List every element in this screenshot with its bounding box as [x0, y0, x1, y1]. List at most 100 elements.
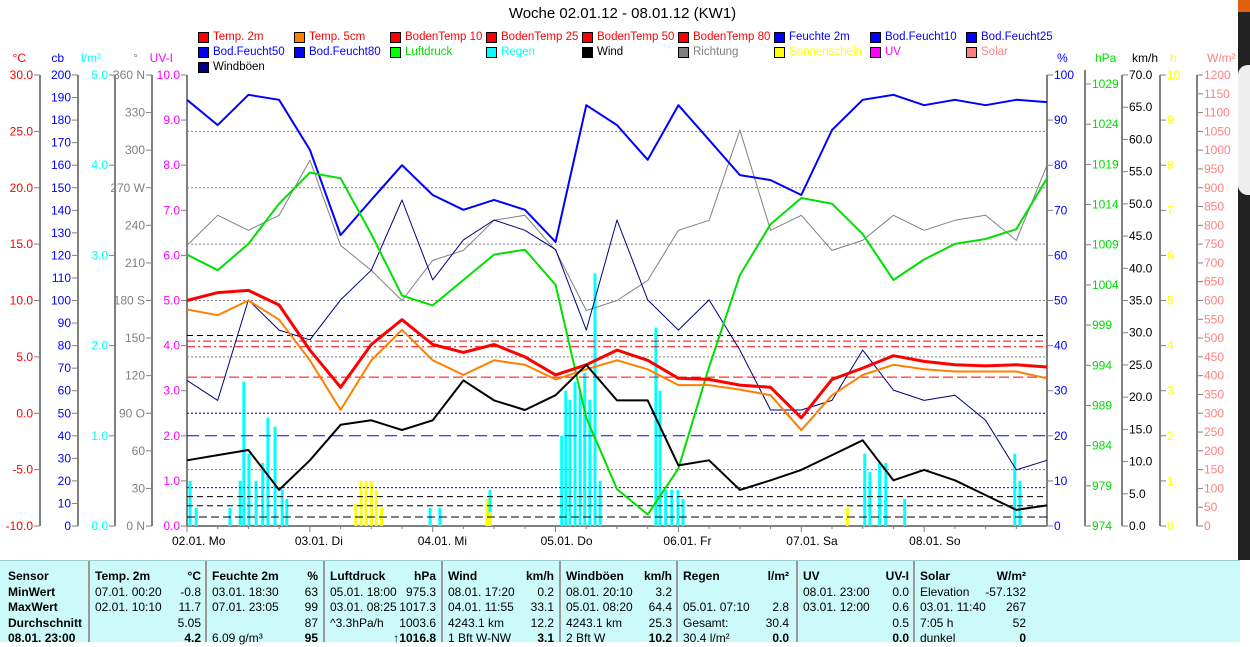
- table-cell: 0.0: [772, 631, 789, 647]
- axis-tick-label: 90 O: [119, 406, 145, 420]
- table-cell: 4243.1 km: [448, 616, 504, 632]
- table-cell: 1003.6: [399, 616, 436, 632]
- table-cell: 12.2: [531, 616, 554, 632]
- axis-tick-label: 350: [1204, 387, 1224, 401]
- table-row-label: 08.01. 23:00: [8, 631, 86, 647]
- table-cell: Elevation: [920, 585, 969, 601]
- table-cell: 04.01. 11:55: [448, 600, 514, 616]
- table-cell: 03.01. 18:30: [212, 585, 279, 601]
- bar-sonnenschein: [354, 503, 357, 526]
- table-cell: 1 Bft W-NW: [448, 631, 511, 647]
- table-cell: 03.01. 08:25: [330, 600, 397, 616]
- axis-tick-label: 5: [1167, 294, 1174, 308]
- bar-regen: [863, 454, 866, 526]
- table-cell: l/m²: [768, 569, 789, 585]
- axis-tick-label: 1150: [1204, 87, 1230, 101]
- table-row: Gesamt:30.4: [683, 616, 789, 632]
- axis-tick-label: 100: [51, 294, 71, 308]
- axis-tick-label: 5.0: [16, 350, 33, 364]
- axis-tick-label: 0 N: [126, 519, 145, 533]
- column-divider: [796, 561, 798, 642]
- axis-tick-label: 1: [1167, 474, 1174, 488]
- axis-tick-label: 30: [1054, 384, 1068, 398]
- axis-tick-label: 30.0: [10, 68, 34, 82]
- table-row: 6.09 g/m³ 95: [212, 631, 318, 647]
- table-row: 87: [212, 616, 318, 632]
- bar-regen: [285, 499, 288, 526]
- axis-tick-label: 90: [58, 316, 72, 330]
- axis-tick-label: 150: [1204, 463, 1224, 477]
- x-tick-label: 06.01. Fr: [663, 534, 711, 548]
- bar-sonnenschein: [375, 490, 378, 526]
- axis-tick-label: 10: [58, 496, 72, 510]
- axis-unit-solar: W/m²: [1207, 51, 1236, 65]
- table-cell: 07.01. 23:05: [212, 600, 279, 616]
- table-cell: 95: [305, 631, 318, 647]
- axis-tick-label: 900: [1204, 181, 1224, 195]
- axis-tick-label: 15.0: [10, 237, 34, 251]
- axis-tick-label: 10.0: [157, 68, 181, 82]
- table-cell: 87: [305, 616, 318, 632]
- axis-tick-label: 400: [1204, 369, 1224, 383]
- table-cell: hPa: [414, 569, 436, 585]
- table-cell: °C: [188, 569, 201, 585]
- table-cell: 08.01. 20:10: [566, 585, 633, 601]
- bar-regen: [1013, 454, 1016, 526]
- axis-tick-label: 1.0: [163, 474, 180, 488]
- table-cell: 4.2: [184, 631, 201, 647]
- axis-tick-label: 200: [51, 68, 71, 82]
- table-cell: 6.09 g/m³: [212, 631, 263, 647]
- table-cell: 1017.3: [399, 600, 436, 616]
- bar-regen: [588, 400, 591, 526]
- axis-unit-hum: %: [1057, 51, 1068, 65]
- table-cell: Windböen: [566, 569, 624, 585]
- table-row: 07.01. 00:20-0.8: [95, 585, 201, 601]
- table-cell: Luftdruck: [330, 569, 385, 585]
- axis-tick-label: 6.0: [163, 248, 180, 262]
- axis-tick-label: 8: [1167, 158, 1174, 172]
- axis-tick-label: 994: [1092, 358, 1112, 372]
- bar-regen: [564, 391, 567, 526]
- axis-tick-label: 7: [1167, 203, 1174, 217]
- table-cell: 2 Bft W: [566, 631, 605, 647]
- axis-tick-label: 250: [1204, 425, 1224, 439]
- axis-tick-label: 300: [125, 143, 145, 157]
- axis-tick-label: 0.0: [1129, 519, 1146, 533]
- axis-tick-label: 70: [1054, 203, 1068, 217]
- table-row: 5.05: [95, 616, 201, 632]
- axis-tick-label: 9.0: [163, 113, 180, 127]
- table-row-label: MaxWert: [8, 600, 86, 616]
- axis-tick-label: 4.0: [163, 339, 180, 353]
- x-tick-label: 05.01. Do: [541, 534, 593, 548]
- column-header: Feuchte 2m%: [212, 569, 318, 585]
- table-cell: UV: [803, 569, 820, 585]
- table-row: Elevation-57.132: [920, 585, 1026, 601]
- axis-tick-label: 30: [132, 481, 146, 495]
- table-row: ↑1016.8: [330, 631, 436, 647]
- table-cell: 30.4: [766, 616, 789, 632]
- axis-tick-label: 500: [1204, 331, 1224, 345]
- axis-tick-label: -10.0: [6, 519, 34, 533]
- axis-tick-label: 30.0: [1129, 326, 1153, 340]
- bar-regen: [574, 382, 577, 526]
- table-cell: UV-I: [886, 569, 909, 585]
- table-cell: dunkel: [920, 631, 955, 647]
- axis-tick-label: 10: [1167, 68, 1181, 82]
- table-cell: 08.01. 23:00: [8, 631, 75, 647]
- series-temp-5cm: [187, 301, 1047, 431]
- axis-tick-label: 7.0: [163, 203, 180, 217]
- axis-tick-label: 450: [1204, 350, 1224, 364]
- axis-unit-uv: UV-I: [150, 51, 173, 65]
- axis-tick-label: 1014: [1092, 198, 1119, 212]
